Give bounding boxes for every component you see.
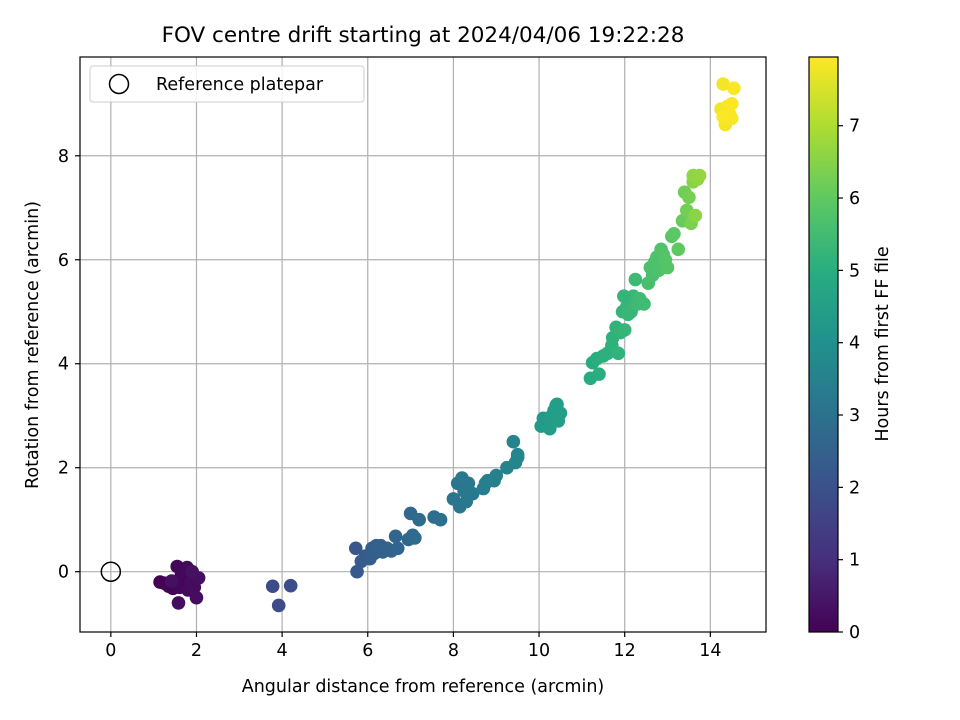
- y-tick-label: 8: [58, 147, 69, 167]
- scatter-point: [671, 242, 686, 257]
- scatter-point: [185, 564, 199, 579]
- x-tick-label: 12: [614, 641, 636, 661]
- scatter-point: [682, 190, 696, 205]
- scatter-point: [628, 272, 643, 287]
- scatter-point: [461, 476, 476, 491]
- scatter-point: [617, 289, 631, 303]
- colorbar-tick-label: 5: [849, 261, 860, 281]
- legend-box: [89, 65, 365, 103]
- colorbar-tick-label: 2: [849, 478, 860, 498]
- colorbar-gradient: [808, 56, 839, 633]
- colorbar-tick-label: 7: [849, 117, 860, 137]
- plot-frame: [79, 56, 767, 633]
- colorbar: 0 1 2 3 4 5 6 7 Hours from first FF file: [808, 56, 893, 643]
- x-axis-ticks: 0 2 4 6 8 10 12 14: [105, 632, 721, 661]
- y-axis-ticks: 0 2 4 6 8: [58, 147, 80, 583]
- scatter-point: [390, 541, 405, 556]
- scatter-point: [506, 434, 521, 449]
- scatter-point: [688, 208, 703, 223]
- x-tick-label: 14: [699, 641, 721, 661]
- colorbar-tick-label: 4: [849, 334, 860, 354]
- legend-entry-label: Reference platepar: [156, 75, 324, 95]
- scatter-point: [408, 531, 422, 545]
- colorbar-tick-label: 1: [849, 551, 860, 571]
- x-tick-label: 4: [277, 641, 288, 661]
- scatter-point: [350, 564, 364, 579]
- scatter-point: [667, 226, 681, 241]
- scatter-point: [727, 81, 741, 95]
- x-tick-label: 0: [105, 641, 116, 661]
- reference-platepar-marker: [100, 561, 122, 582]
- legend-marker-icon: [108, 73, 130, 95]
- scatter-point: [637, 297, 651, 311]
- scatter-point: [171, 596, 186, 610]
- colorbar-ticks: 0 1 2 3 4 5 6 7: [838, 117, 860, 643]
- y-tick-label: 2: [58, 459, 69, 479]
- scatter-point: [617, 323, 632, 337]
- scatter-point: [271, 598, 286, 613]
- x-tick-label: 10: [528, 641, 550, 661]
- x-tick-label: 6: [362, 641, 373, 661]
- y-axis-label: Rotation from reference (arcmin): [23, 201, 43, 489]
- colorbar-tick-label: 0: [849, 623, 860, 643]
- chart-title: FOV centre drift starting at 2024/04/06 …: [162, 23, 685, 48]
- scatter-point: [388, 529, 403, 544]
- scatter-point: [164, 574, 179, 588]
- colorbar-tick-label: 3: [849, 406, 860, 426]
- grid-lines: [80, 57, 766, 632]
- y-tick-label: 4: [58, 355, 69, 375]
- scatter-point: [489, 468, 504, 483]
- scatter-point: [433, 512, 448, 527]
- scatter-point: [412, 512, 426, 527]
- scatter-point: [465, 486, 480, 501]
- legend: Reference platepar: [89, 65, 365, 103]
- scatter-point: [724, 96, 739, 111]
- y-tick-label: 6: [58, 251, 69, 271]
- scatter-point: [189, 590, 204, 605]
- scatter-point: [621, 307, 635, 322]
- y-tick-label: 0: [58, 563, 69, 583]
- x-tick-label: 8: [448, 641, 459, 661]
- scatter-point: [716, 77, 730, 91]
- scatter-point: [283, 578, 298, 593]
- scatter-point: [510, 447, 525, 462]
- scatter-points: [100, 77, 741, 613]
- scatter-point: [660, 260, 675, 275]
- scatter-point: [692, 168, 707, 183]
- x-axis-label: Angular distance from reference (arcmin): [242, 677, 605, 697]
- scatter-point: [716, 109, 730, 124]
- x-tick-label: 2: [191, 641, 202, 661]
- colorbar-label: Hours from first FF file: [873, 246, 893, 441]
- scatter-point: [550, 397, 564, 412]
- scatter-point: [265, 579, 280, 594]
- colorbar-tick-label: 6: [849, 189, 860, 209]
- scatter-point: [348, 541, 363, 556]
- scatter-point: [592, 367, 606, 381]
- scatter-point: [611, 346, 626, 361]
